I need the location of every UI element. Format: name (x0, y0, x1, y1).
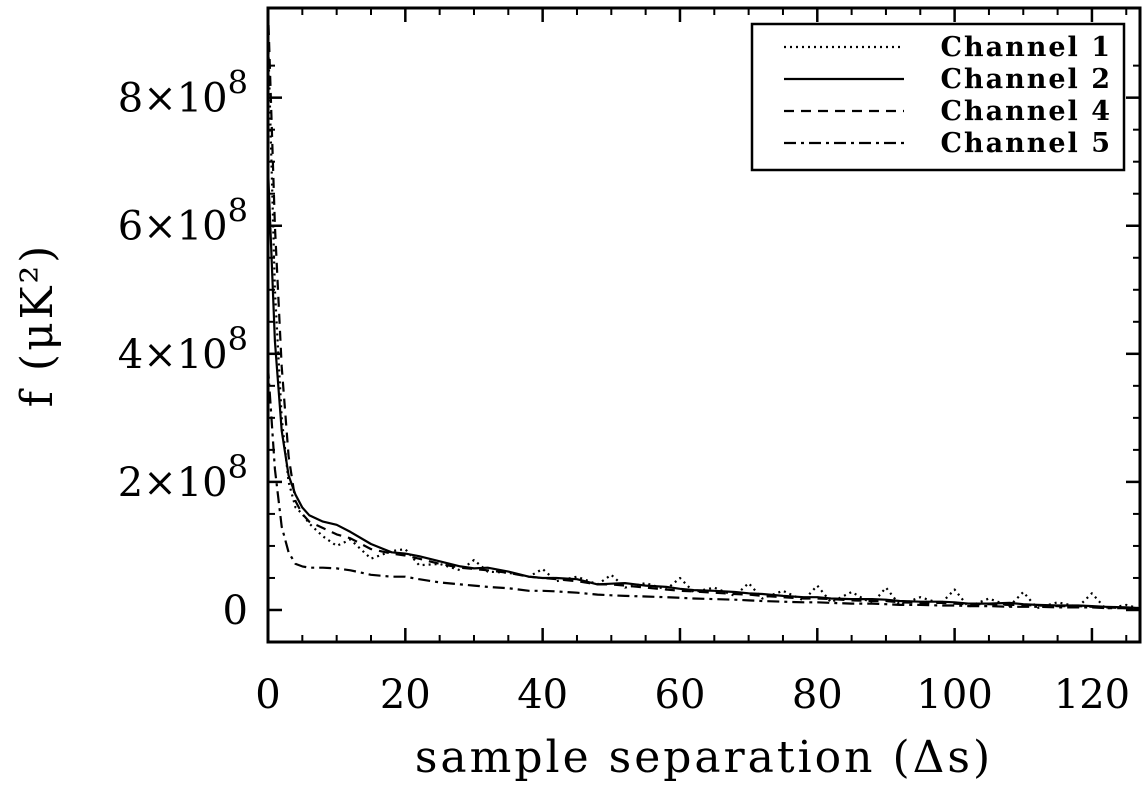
x-tick-label-3: 60 (655, 672, 706, 718)
x-tick-label-0: 0 (255, 672, 280, 718)
legend-label-2: Channel 2 (941, 64, 1113, 95)
plot-frame (266, 6, 1142, 644)
y-tick-label-3: 6×108 (118, 192, 248, 250)
x-tick-label-6: 120 (1054, 672, 1130, 718)
x-tick-label-4: 80 (792, 672, 843, 718)
series-line-2 (266, 168, 1141, 610)
x-tick-label-2: 40 (517, 672, 568, 718)
series-line-4 (266, 366, 1141, 610)
y-tick-label-1: 2×108 (118, 448, 248, 506)
legend-label-1: Channel 1 (941, 32, 1113, 63)
legend-label-3: Channel 4 (941, 96, 1113, 127)
x-tick-label-1: 20 (380, 672, 431, 718)
y-tick-label-2: 4×108 (118, 320, 248, 378)
y-tick-label-4: 8×108 (118, 64, 248, 122)
x-axis-title: sample separation (Δs) (415, 732, 993, 783)
y-tick-label-0: 0 (223, 588, 248, 634)
legend-box (750, 22, 1126, 172)
legend-label-4: Channel 5 (941, 128, 1113, 159)
series-layer (266, 7, 1141, 610)
x-tick-label-5: 100 (916, 672, 992, 718)
ticks-layer: 0 20 40 60 80 100 120 0 2×108 4×108 6×108 8×108 (118, 8, 1140, 718)
y-axis-title: f (μK²) (12, 243, 63, 408)
series-line-3 (266, 7, 1140, 610)
